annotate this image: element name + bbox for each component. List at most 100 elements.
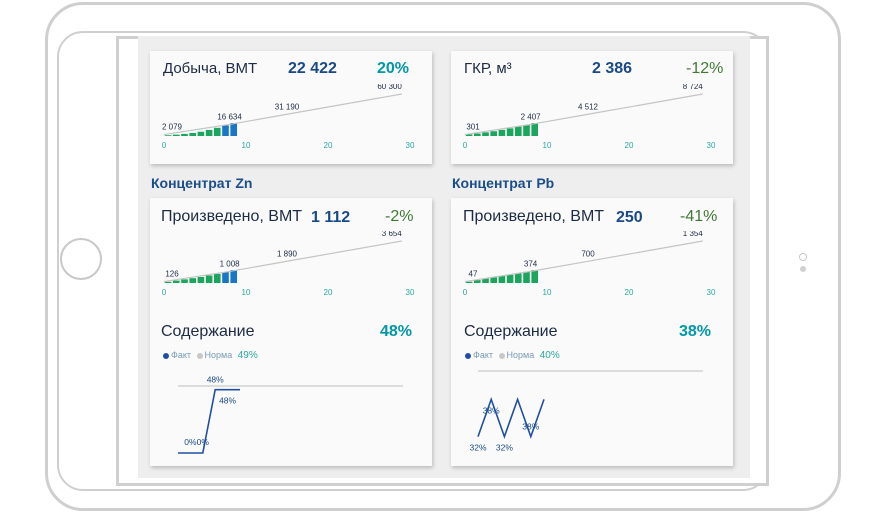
zn-legend: Факт Норма 49% [163, 350, 258, 361]
content-data-label: 38% [483, 405, 500, 415]
bar-mark [506, 274, 514, 283]
x-tick-label: 20 [324, 288, 333, 297]
bar-mark [173, 280, 180, 283]
x-tick-label: 20 [625, 288, 634, 297]
bar-mark [205, 275, 213, 283]
data-label: 2 079 [162, 123, 183, 132]
cumulative-line [464, 93, 703, 136]
content-data-label: 38% [522, 422, 539, 432]
pb-production-percent: -41% [680, 208, 718, 225]
pb-card[interactable] [451, 198, 733, 466]
x-tick-label: 0 [463, 141, 468, 150]
cumulative-line [464, 240, 703, 283]
x-tick-label: 30 [406, 141, 415, 150]
data-label: 47 [469, 270, 478, 279]
pb-production-label: Произведено, ВМТ [463, 208, 605, 225]
bar-mark [230, 123, 237, 136]
bar-mark [531, 123, 538, 136]
mining-sparkline: 2 079 16 634 31 190 60 300 0 10 20 30 [162, 84, 415, 150]
norm-legend-icon [196, 352, 203, 359]
bar-mark [164, 281, 172, 283]
home-button[interactable] [60, 238, 102, 280]
data-label: 31 190 [275, 102, 300, 111]
zn-content-label: Содержание [161, 323, 255, 340]
fact-line [178, 388, 240, 454]
data-label: 2 407 [521, 112, 542, 121]
mining-card[interactable] [150, 51, 432, 164]
norm-legend-icon [498, 352, 505, 359]
x-tick-label: 20 [324, 141, 333, 150]
bar-mark [205, 129, 213, 136]
zn-production-sparkline: 126 1 008 1 890 3 654 0 10 20 30 [162, 231, 415, 297]
x-tick-label: 30 [707, 141, 716, 150]
gkr-value: 2 386 [592, 60, 633, 77]
data-label: 16 634 [217, 112, 242, 121]
norm-legend-value: 40% [539, 350, 560, 361]
bar-mark [523, 271, 530, 283]
norm-legend-value: 49% [237, 350, 258, 361]
zn-card[interactable] [150, 198, 432, 466]
gkr-sparkline: 301 2 407 4 512 8 724 0 10 20 30 [463, 84, 716, 150]
bar-mark [197, 276, 205, 283]
bar-mark [465, 281, 473, 283]
x-tick-label: 10 [242, 141, 251, 150]
mining-label: Добыча, ВМТ [163, 60, 258, 77]
bar-mark [531, 270, 538, 283]
data-label: 1 354 [683, 231, 704, 238]
zn-production-percent: -2% [385, 208, 414, 225]
pb-content-percent: 38% [679, 323, 712, 340]
fact-legend-label: Факт [473, 350, 494, 360]
pb-content-label: Содержание [464, 323, 558, 340]
x-tick-label: 0 [463, 288, 468, 297]
zn-production-label: Произведено, ВМТ [161, 208, 303, 225]
data-label: 700 [581, 249, 595, 258]
bar-mark [164, 135, 172, 136]
bar-mark [214, 127, 221, 136]
bar-mark [498, 129, 506, 136]
bar-mark [474, 133, 481, 136]
gkr-card[interactable] [451, 51, 733, 164]
bar-mark [214, 273, 221, 283]
bar-mark [523, 124, 530, 136]
bar-mark [482, 278, 489, 283]
pb-production-sparkline: 47 374 700 1 354 0 10 20 30 [463, 231, 716, 297]
bar-mark [181, 133, 188, 136]
x-tick-label: 30 [707, 288, 716, 297]
section-title-pb: Концентрат Pb [452, 175, 555, 191]
bar-mark [506, 128, 514, 136]
data-label: 8 724 [683, 84, 704, 91]
norm-legend-label: Норма [506, 350, 535, 360]
data-label: 4 512 [578, 102, 599, 111]
bar-mark [465, 134, 473, 136]
fact-legend-icon [163, 352, 169, 359]
bar-mark [222, 125, 229, 136]
pb-production-value: 250 [616, 209, 643, 226]
norm-legend-label: Норма [204, 350, 233, 360]
content-data-label: 32% [496, 443, 513, 453]
section-title-zn: Концентрат Zn [151, 175, 253, 191]
bar-mark [181, 279, 188, 283]
zn-content-chart: 0% 0% 48% 48% [178, 375, 403, 454]
fact-legend-icon [465, 352, 471, 359]
cumulative-line [163, 240, 402, 283]
bar-mark [490, 131, 497, 136]
x-tick-label: 0 [162, 288, 167, 297]
bar-mark [230, 270, 237, 283]
data-label: 374 [524, 259, 538, 268]
pb-content-chart: 32% 38% 32% 38% [469, 370, 703, 453]
x-tick-label: 10 [543, 288, 552, 297]
x-tick-label: 30 [406, 288, 415, 297]
x-tick-label: 10 [543, 141, 552, 150]
x-tick-label: 10 [242, 288, 251, 297]
sensor-icon [800, 266, 806, 272]
x-tick-label: 20 [625, 141, 634, 150]
data-label: 3 654 [382, 231, 403, 238]
bar-mark [197, 131, 205, 136]
content-data-label: 0% [197, 437, 210, 447]
fact-line [477, 397, 545, 439]
content-data-label: 32% [469, 443, 486, 453]
content-data-label: 0% [184, 437, 197, 447]
bar-mark [515, 126, 522, 136]
bar-mark [173, 134, 180, 136]
bar-mark [482, 132, 489, 136]
